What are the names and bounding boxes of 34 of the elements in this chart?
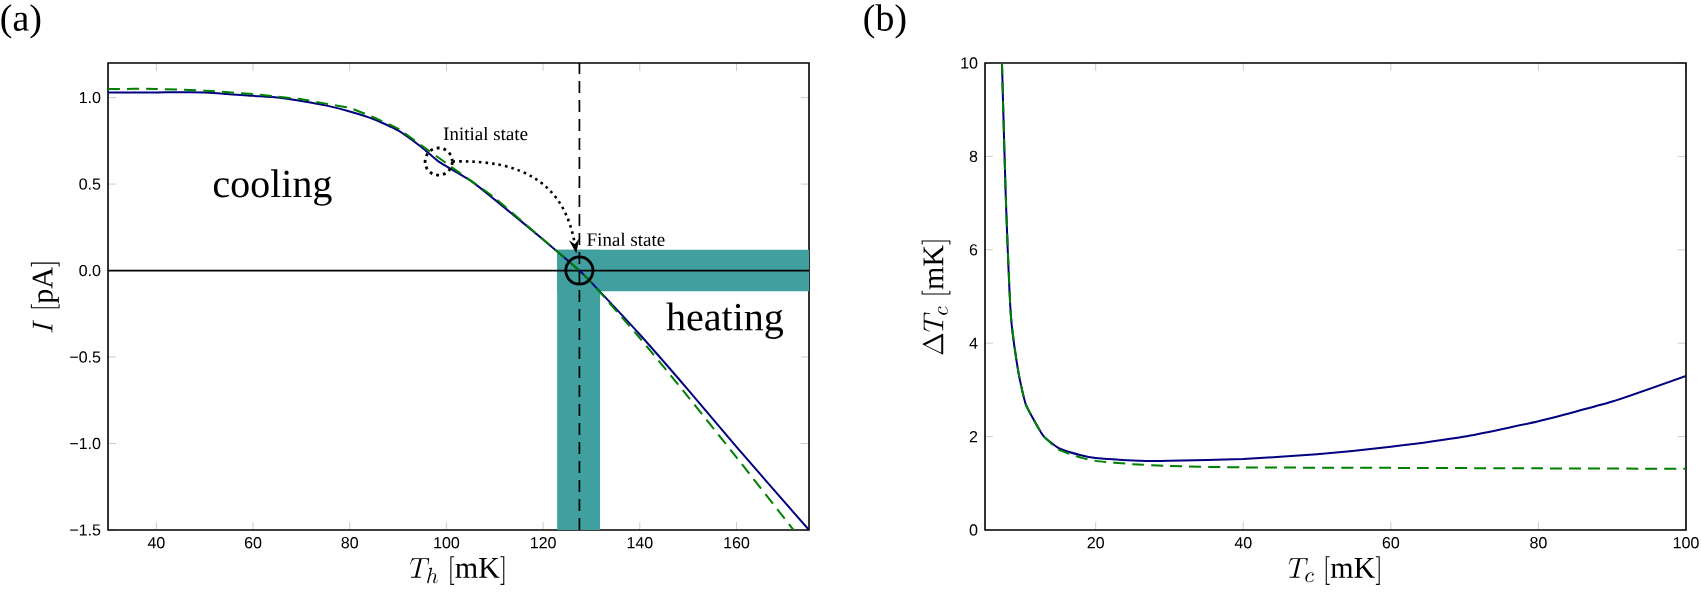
y-tick-label: 1.0 [79, 91, 101, 104]
y-tick-label: 0.0 [79, 264, 101, 277]
annotation: Initial state [443, 126, 528, 141]
x-tick-label: 40 [1234, 537, 1252, 549]
x-tick-label: 120 [530, 537, 556, 549]
y-tick-label: 10 [961, 57, 978, 69]
y-tick-label: 0 [969, 524, 978, 536]
x-axis-title: $T_h\ [\mathrm{mK}]$ [410, 556, 505, 585]
x-tick-label: 60 [1382, 537, 1400, 549]
y-axis-title: $I\ [\mathrm{pA}]$ [30, 262, 60, 333]
y-tick-label: −1.5 [70, 524, 101, 536]
y-axis-title: $\Delta T_c\ [\mathrm{mK}]$ [921, 240, 951, 355]
y-tick-label: 4 [969, 337, 978, 349]
y-tick-label: −1.0 [70, 437, 101, 450]
x-tick-label: 40 [147, 537, 165, 549]
annotation: heating [666, 302, 784, 339]
x-tick-label: 60 [244, 537, 262, 549]
y-tick-label: 6 [969, 244, 978, 256]
x-tick-label: 160 [724, 537, 750, 549]
annotation: Final state [587, 232, 665, 247]
x-tick-label: 80 [1530, 537, 1547, 549]
x-tick-label: 100 [434, 537, 460, 549]
y-tick-label: −0.5 [70, 351, 101, 363]
x-tick-label: 80 [341, 537, 359, 549]
y-tick-label: 8 [969, 150, 978, 163]
x-tick-label: 140 [627, 537, 653, 549]
x-axis-title: $T_c\ [\mathrm{mK}]$ [1288, 556, 1380, 585]
chart-title: (b) [864, 4, 906, 39]
y-tick-label: 0.5 [79, 178, 101, 190]
y-tick-label: 2 [969, 431, 978, 443]
x-tick-label: 20 [1087, 537, 1104, 549]
annotation: cooling [213, 169, 332, 206]
chart-title: (a) [1, 4, 41, 39]
x-tick-label: 100 [1673, 537, 1699, 549]
